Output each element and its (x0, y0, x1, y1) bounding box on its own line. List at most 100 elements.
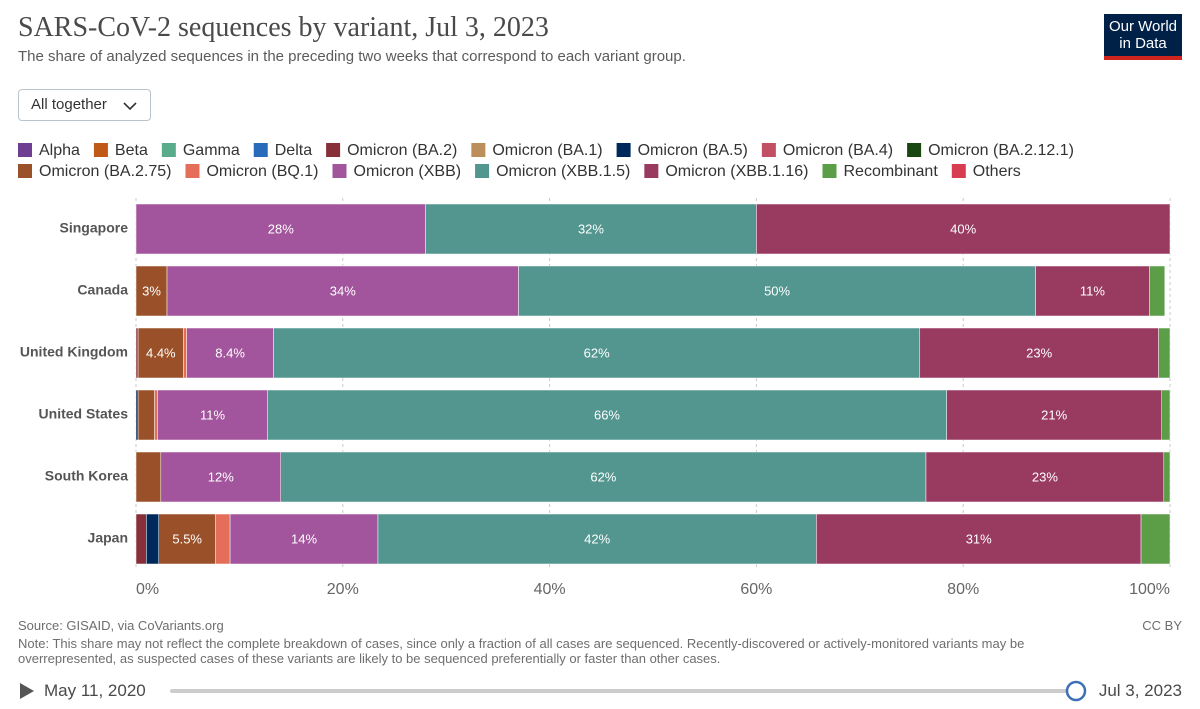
legend-label: Omicron (BA.2) (347, 142, 457, 159)
x-tick-label: 80% (947, 581, 979, 598)
data-label: 62% (590, 469, 616, 484)
legend-swatch (951, 164, 966, 178)
y-tick-label: United States (39, 406, 129, 422)
bar-segment (925, 451, 1165, 503)
note: Note: This share may not reflect the com… (18, 636, 1025, 666)
source: Source: GISAID, via CoVariants.org (18, 618, 224, 633)
bar-segment (267, 389, 947, 441)
legend-swatch (644, 164, 659, 178)
legend-item: Omicron (BA.5) (616, 142, 748, 159)
timeline-end: Jul 3, 2023 (1098, 681, 1182, 700)
data-label: 50% (764, 283, 790, 298)
data-label: 11% (1080, 283, 1105, 298)
bar-segment (157, 389, 268, 441)
legend-swatch (161, 143, 176, 157)
data-label: 40% (950, 221, 976, 236)
bar-segment (135, 203, 426, 255)
legend-item: Omicron (BA.2) (326, 142, 457, 159)
legend-label: Omicron (BA.2.75) (39, 163, 171, 180)
legend-swatch (761, 143, 776, 157)
legend-label: Alpha (39, 142, 80, 159)
y-tick-label: South Korea (45, 468, 128, 484)
dropdown-label: All together (31, 96, 107, 113)
chevron (123, 102, 137, 111)
logo[interactable]: Our World in Data (1104, 14, 1182, 60)
chart-subtitle: The share of analyzed sequences in the p… (18, 48, 686, 65)
legend-item: Recombinant (822, 163, 939, 180)
legend-swatch (822, 164, 837, 178)
legend-swatch (907, 143, 922, 157)
x-tick-label: 60% (740, 581, 772, 598)
legend-item: Omicron (BA.2.75) (18, 163, 171, 180)
legend-item: Omicron (BA.1) (471, 142, 603, 159)
legend-label: Beta (115, 142, 148, 159)
legend-label: Delta (275, 142, 312, 159)
bar-segment (1161, 389, 1171, 441)
bar-segment (135, 265, 168, 317)
bar-segment (756, 203, 1171, 255)
legend-label: Recombinant (844, 163, 939, 180)
data-label: 21% (1041, 407, 1067, 422)
timeline-knob[interactable] (1065, 680, 1087, 702)
legend-label: Omicron (XBB.1.5) (496, 163, 630, 180)
x-tick-label: 100% (1129, 581, 1170, 598)
y-tick-label: United Kingdom (20, 344, 128, 360)
data-label: 5.5% (172, 531, 202, 546)
data-label: 66% (594, 407, 620, 422)
bar-segment (229, 513, 379, 565)
bar-segment (186, 327, 274, 379)
legend-item: Omicron (XBB.1.16) (644, 163, 809, 180)
legend-label: Omicron (XBB.1.16) (665, 163, 808, 180)
dropdown[interactable]: All together (18, 89, 151, 121)
data-label: 3% (142, 283, 161, 298)
chart-title: SARS-CoV-2 sequences by variant, Jul 3, … (18, 12, 549, 43)
x-tick-label: 0% (136, 581, 159, 598)
data-label: 32% (578, 221, 604, 236)
bar-segment (137, 389, 155, 441)
legend-item: Omicron (XBB) (332, 163, 462, 180)
legend-item: Omicron (BA.4) (761, 142, 893, 159)
legend-label: Omicron (BA.5) (638, 142, 748, 159)
bar-segment (425, 203, 757, 255)
legend-item: Omicron (BQ.1) (185, 163, 319, 180)
bar-segment (280, 451, 927, 503)
legend-label: Omicron (BA.2.12.1) (928, 142, 1074, 159)
data-label: 23% (1032, 469, 1058, 484)
y-tick-label: Singapore (60, 220, 129, 236)
data-label: 8.4% (215, 345, 245, 360)
bar-segment (158, 513, 216, 565)
legend-item: Beta (93, 142, 148, 159)
bar-segment (273, 327, 921, 379)
legend-swatch (475, 164, 490, 178)
legend-item: Others (951, 163, 1021, 180)
legend-item: Alpha (18, 142, 80, 159)
bar-segment (377, 513, 817, 565)
legend-swatch (616, 143, 631, 157)
bar-segment (1140, 513, 1171, 565)
data-label: 11% (200, 407, 225, 422)
bar-segment (816, 513, 1142, 565)
legend-label: Gamma (183, 142, 240, 159)
bar-segment (518, 265, 1036, 317)
legend-item: Delta (253, 142, 312, 159)
x-tick-label: 20% (327, 581, 359, 598)
legend-swatch (18, 143, 32, 157)
bar-segment (146, 513, 159, 565)
legend-swatch (332, 164, 347, 178)
bar-segment (183, 327, 187, 379)
data-label: 31% (966, 531, 992, 546)
license: CC BY (1142, 618, 1182, 633)
bar-segment (1149, 265, 1166, 317)
bar-segment (135, 513, 147, 565)
data-label: 12% (208, 469, 234, 484)
bar-segment (215, 513, 231, 565)
bar-segment (919, 327, 1159, 379)
data-label: 42% (584, 531, 610, 546)
data-label: 4.4% (146, 345, 176, 360)
legend-label: Omicron (XBB) (354, 163, 462, 180)
legend-item: Omicron (XBB.1.5) (475, 163, 630, 180)
bar-segment (946, 389, 1162, 441)
legend-swatch (471, 143, 486, 157)
